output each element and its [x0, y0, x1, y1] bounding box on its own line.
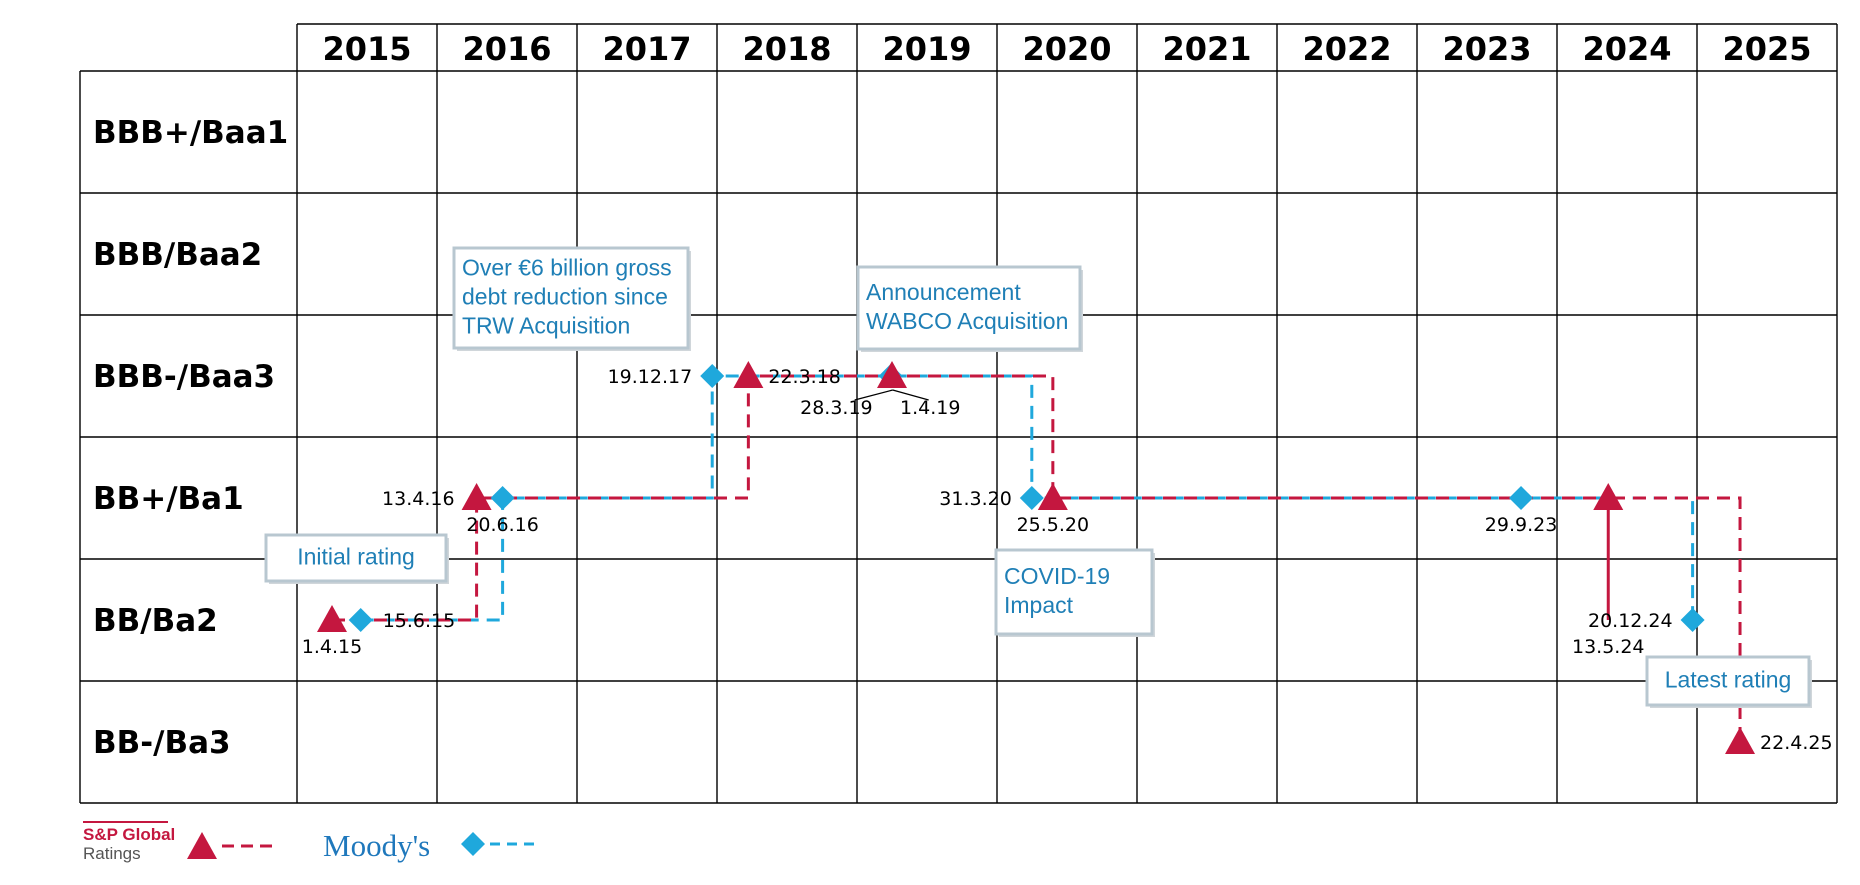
- rating-date-label: 20.6.16: [466, 514, 539, 536]
- annotation-callout: Over €6 billion gross debt reduction sinc…: [452, 246, 691, 351]
- legend-moodys-name: Moody's: [323, 828, 430, 863]
- rating-date-label: 28.3.19: [800, 397, 873, 419]
- rating-date-label: 25.5.20: [1017, 514, 1090, 536]
- moodys-rating-marker: [348, 608, 373, 632]
- rating-date-label: 31.3.20: [939, 488, 1012, 510]
- year-label-2025: 2025: [1722, 30, 1811, 68]
- rating-label: BB+/Ba1: [93, 481, 244, 517]
- annotation-callout: COVID-19 Impact: [994, 548, 1155, 637]
- rating-date-label: 20.12.24: [1588, 610, 1673, 632]
- annotation-callout: Latest rating: [1645, 655, 1812, 708]
- sp-rating-marker: [461, 483, 492, 510]
- annotation-text: Latest rating: [1665, 667, 1792, 693]
- legend-sp-name: Ratings: [83, 844, 141, 863]
- moodys-rating-marker: [700, 364, 725, 388]
- year-label-2016: 2016: [462, 30, 551, 68]
- moodys-rating-marker: [461, 832, 485, 856]
- rating-date-label: 13.5.24: [1572, 636, 1645, 658]
- moodys-rating-marker: [1509, 486, 1534, 510]
- rating-date-label: 22.4.25: [1760, 732, 1833, 754]
- annotation-text: Initial rating: [297, 544, 415, 570]
- annotation-box: [264, 533, 448, 583]
- annotation-callout: Announcement WABCO Acquisition: [856, 265, 1083, 352]
- sp-rating-marker: [317, 605, 347, 632]
- year-label-2015: 2015: [322, 30, 411, 68]
- annotation-box: [452, 246, 690, 350]
- moodys-rating-marker: [1680, 608, 1705, 632]
- year-label-2018: 2018: [742, 30, 831, 68]
- rating-date-label: 1.4.19: [900, 397, 960, 419]
- moodys-rating-marker: [1019, 486, 1044, 510]
- rating-date-label: 22.3.18: [768, 366, 841, 388]
- series-markers: [317, 361, 1756, 754]
- annotation-box: [994, 548, 1154, 636]
- annotations: Initial rating Over €6 billion gross debt …: [264, 246, 1812, 708]
- sp-rating-marker: [1593, 483, 1624, 510]
- rating-labels: BBB+/Baa1 BBB/Baa2 BBB-/Baa3 BB+/Ba1 BB/Ba2 B…: [93, 115, 288, 761]
- annotation-box: [1645, 655, 1811, 707]
- annotation-box: [856, 265, 1082, 351]
- annotation-text: Announcement: [866, 279, 1021, 305]
- sp-rating-marker: [733, 361, 764, 388]
- moodys-rating-marker: [490, 486, 515, 510]
- year-label-2021: 2021: [1162, 30, 1251, 68]
- annotation-text: Impact: [1004, 592, 1074, 618]
- rating-label: BBB/Baa2: [93, 237, 262, 273]
- rating-date-label: 13.4.16: [382, 488, 455, 510]
- sp-rating-marker: [1725, 727, 1756, 754]
- annotation-text: debt reduction since: [462, 284, 668, 310]
- rating-label: BB-/Ba3: [93, 725, 231, 761]
- rating-date-label: 1.4.15: [302, 636, 362, 658]
- annotation-text: TRW Acquisition: [462, 313, 630, 339]
- annotation-text: WABCO Acquisition: [866, 308, 1068, 334]
- leader-line: [892, 389, 929, 401]
- rating-date-label: 19.12.17: [608, 366, 693, 388]
- year-label-2023: 2023: [1442, 30, 1531, 68]
- annotation-callout: Initial rating: [264, 533, 449, 584]
- sp-rating-marker: [877, 361, 907, 388]
- year-label-2024: 2024: [1582, 30, 1671, 68]
- rating-label: BB/Ba2: [93, 603, 218, 639]
- year-label-2019: 2019: [882, 30, 971, 68]
- rating-date-label: 29.9.23: [1485, 514, 1558, 536]
- rating-label: BBB-/Baa3: [93, 359, 275, 395]
- sp-rating-marker: [1037, 483, 1068, 510]
- leader-line: [854, 389, 893, 401]
- year-label-2017: 2017: [602, 30, 691, 68]
- moodys-rating-line: [360, 374, 1695, 622]
- annotation-text: COVID-19: [1004, 563, 1110, 589]
- sp-rating-marker: [187, 832, 217, 859]
- annotation-text: Over €6 billion gross: [462, 255, 672, 281]
- legend-sp-name: S&P Global: [83, 825, 175, 844]
- year-label-2020: 2020: [1022, 30, 1111, 68]
- date-labels: 1.4.15 13.4.16 22.3.18 1.4.19 25.5.20 13.5.24…: [302, 366, 1833, 754]
- rating-date-label: 15.6.15: [383, 610, 456, 632]
- year-label-2022: 2022: [1302, 30, 1391, 68]
- year-labels: 2015 2016 2017 2018 2019 2020 2021 2022 2023 2024…: [322, 30, 1811, 68]
- rating-label: BBB+/Baa1: [93, 115, 288, 151]
